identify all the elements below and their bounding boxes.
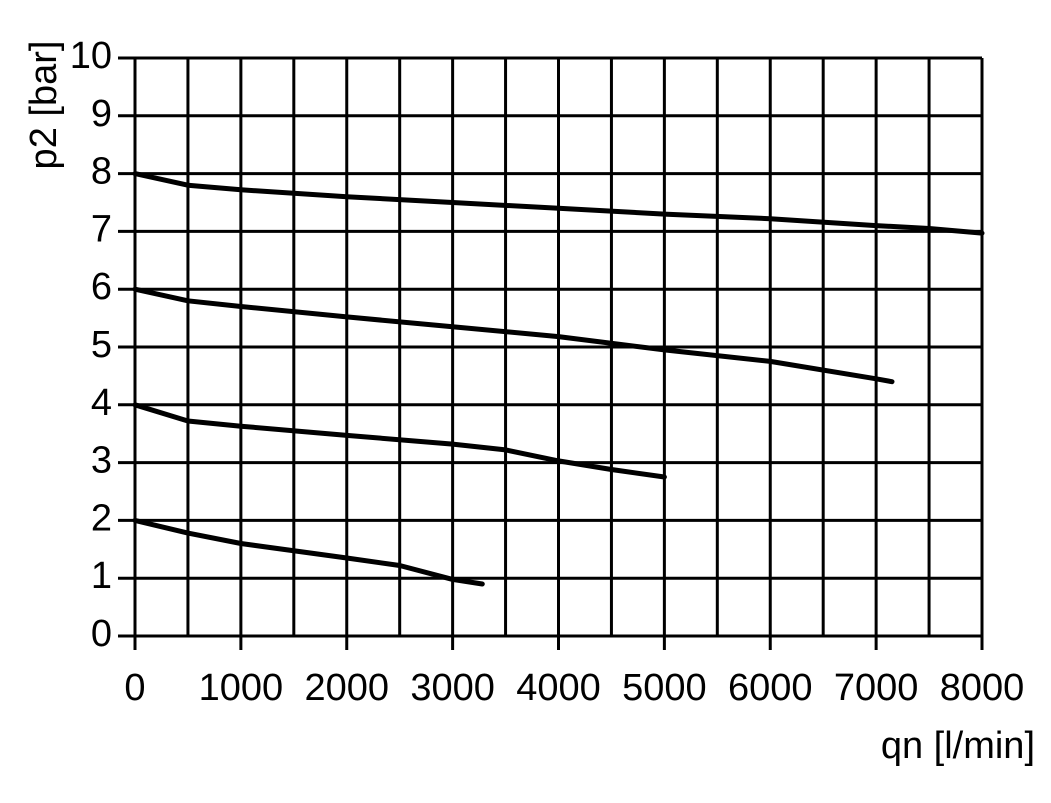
y-tick-label: 0 [91,613,112,655]
x-tick-label: 4000 [516,667,601,709]
x-tick-label: 7000 [834,667,919,709]
y-tick-label: 1 [91,555,112,597]
line [132,171,985,236]
y-tick-label: 7 [91,208,112,250]
x-axis-label: qn [l/min] [881,725,1035,767]
x-tick-label: 1000 [199,667,284,709]
y-tick-label: 3 [91,440,112,482]
y-tick-label: 5 [91,324,112,366]
y-axis-label: p2 [bar] [23,41,65,170]
y-tick-label: 8 [91,151,112,193]
line [132,517,485,587]
x-tick-label: 5000 [622,667,707,709]
line [132,402,667,480]
x-tick-label: 8000 [940,667,1025,709]
y-tick-label: 10 [70,35,112,77]
x-tick-label: 0 [124,667,145,709]
y-tick-label: 9 [91,93,112,135]
y-tick-label: 4 [91,382,112,424]
x-tick-label: 2000 [304,667,389,709]
y-tick-label: 2 [91,497,112,539]
x-tick-label: 3000 [410,667,495,709]
y-tick-label: 6 [91,266,112,308]
line [132,286,895,385]
x-tick-label: 6000 [728,667,813,709]
